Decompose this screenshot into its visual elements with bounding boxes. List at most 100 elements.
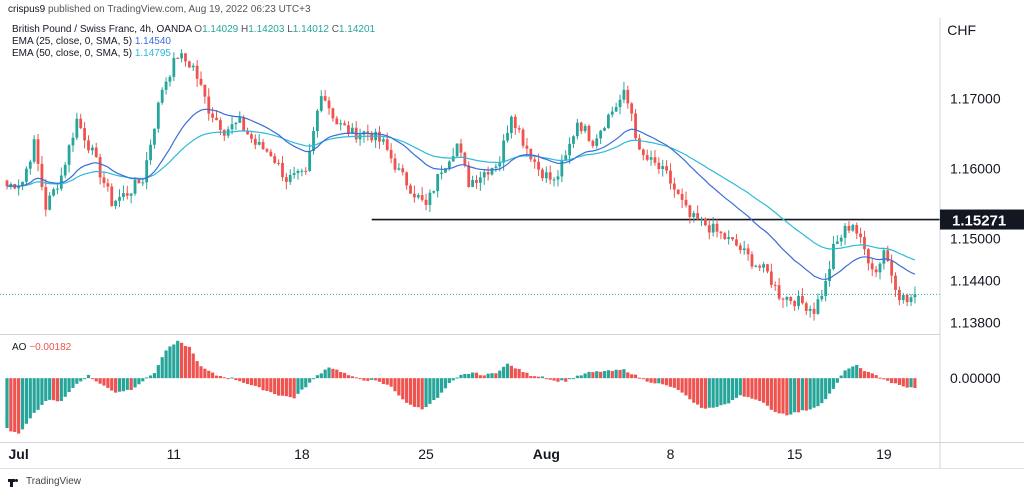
ao-bar [536, 376, 541, 379]
ao-bar [540, 376, 545, 379]
ao-bar [195, 361, 199, 379]
price-tick-label: 1.14400 [950, 273, 1001, 289]
ao-bar [17, 378, 21, 434]
candle-body [339, 123, 343, 125]
ao-bar [273, 378, 277, 395]
ao-bar [40, 378, 44, 405]
candle-body [312, 131, 315, 152]
ao-bar [703, 378, 707, 409]
ao-bar [649, 378, 653, 383]
ao-bar [308, 378, 312, 383]
candle-body [323, 96, 327, 101]
candle-body [579, 122, 583, 132]
candle-body [160, 89, 164, 103]
ema25-legend[interactable]: EMA (25, close, 0, SMA, 5) 1.14540 [12, 36, 171, 47]
footer-brand[interactable]: TradingView [8, 476, 81, 487]
time-tick-label: 15 [787, 446, 803, 462]
candle-body [591, 140, 595, 146]
ao-bar [393, 378, 397, 392]
candle-body [467, 165, 471, 187]
ao-bar [172, 344, 176, 379]
candle-body [296, 170, 300, 174]
candle-body [630, 103, 634, 114]
ao-bar [28, 378, 32, 419]
ao-bar [36, 378, 40, 410]
candle-body [525, 145, 529, 149]
candle-body [626, 89, 630, 104]
candle-body [87, 140, 90, 151]
level-label-box [940, 209, 1024, 230]
candle-body [665, 166, 668, 171]
candle-body [878, 263, 882, 273]
candle-body [440, 172, 443, 174]
author-name[interactable]: crispus9 [8, 4, 46, 15]
ao-bar [141, 378, 145, 382]
candle-body [801, 295, 804, 304]
ao-bar [397, 378, 401, 396]
candle-body [894, 275, 897, 290]
candle-body [587, 125, 591, 141]
candle-body [855, 225, 859, 234]
candle-body [75, 118, 79, 138]
ao-bar [129, 378, 133, 391]
candle-body [595, 138, 599, 146]
ao-bar [571, 378, 576, 380]
candle-body [793, 301, 797, 307]
ao-bar [432, 378, 436, 401]
candle-body [207, 96, 211, 114]
candle-body [67, 145, 71, 165]
candle-body [901, 294, 905, 301]
candle-body [48, 195, 52, 210]
candle-body [397, 168, 401, 170]
ao-bar [385, 378, 389, 385]
ao-bar [556, 378, 560, 382]
ema50-legend[interactable]: EMA (50, close, 0, SMA, 5) 1.14795 [12, 48, 171, 59]
candle-body [653, 157, 657, 163]
ao-bar [637, 377, 642, 379]
ao-bar [292, 378, 296, 399]
candle-body [168, 76, 172, 82]
ao-bar [234, 378, 238, 381]
candle-body [106, 183, 110, 187]
ao-bar [86, 374, 91, 379]
ao-bar [280, 378, 285, 396]
ao-bar [521, 372, 525, 379]
candle-body [510, 116, 513, 133]
ao-bar [412, 378, 416, 407]
ao-bar [463, 373, 467, 379]
ao-bar [665, 378, 669, 386]
ao-bar [684, 378, 688, 396]
ao-bar [203, 368, 207, 379]
ohlc-high-label: H [241, 24, 249, 35]
ao-bar [645, 378, 649, 382]
ao-bar [769, 378, 773, 410]
ao-bar [180, 342, 184, 379]
ao-legend[interactable]: AO −0.00182 [12, 342, 71, 353]
candle-body [607, 114, 610, 129]
candle-body [238, 117, 242, 123]
ao-bar [370, 378, 374, 380]
symbol-title[interactable]: British Pound / Swiss Franc, 4h, OANDA [12, 24, 192, 35]
candle-body [742, 248, 746, 251]
candle-body [137, 179, 141, 184]
candle-body [246, 130, 249, 135]
candle-body [909, 297, 913, 303]
candle-body [777, 285, 781, 299]
ao-bar [420, 378, 424, 410]
candle-body [250, 134, 253, 139]
candle-body [36, 139, 40, 164]
ema25-line [6, 108, 916, 280]
candle-body [90, 147, 94, 151]
ao-bar [800, 378, 804, 411]
candle-body [603, 128, 606, 131]
ao-bar [734, 378, 739, 398]
ema50-value: 1.14795 [134, 48, 171, 59]
ao-bar [901, 378, 905, 387]
ao-bar [145, 377, 149, 379]
ao-bar [886, 378, 890, 381]
candle-body [176, 57, 180, 59]
candle-body [389, 149, 393, 159]
candle-body [548, 172, 552, 180]
ao-bar [137, 378, 141, 385]
